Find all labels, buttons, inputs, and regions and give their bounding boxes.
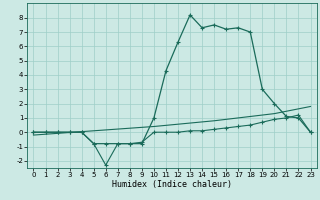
- X-axis label: Humidex (Indice chaleur): Humidex (Indice chaleur): [112, 180, 232, 189]
